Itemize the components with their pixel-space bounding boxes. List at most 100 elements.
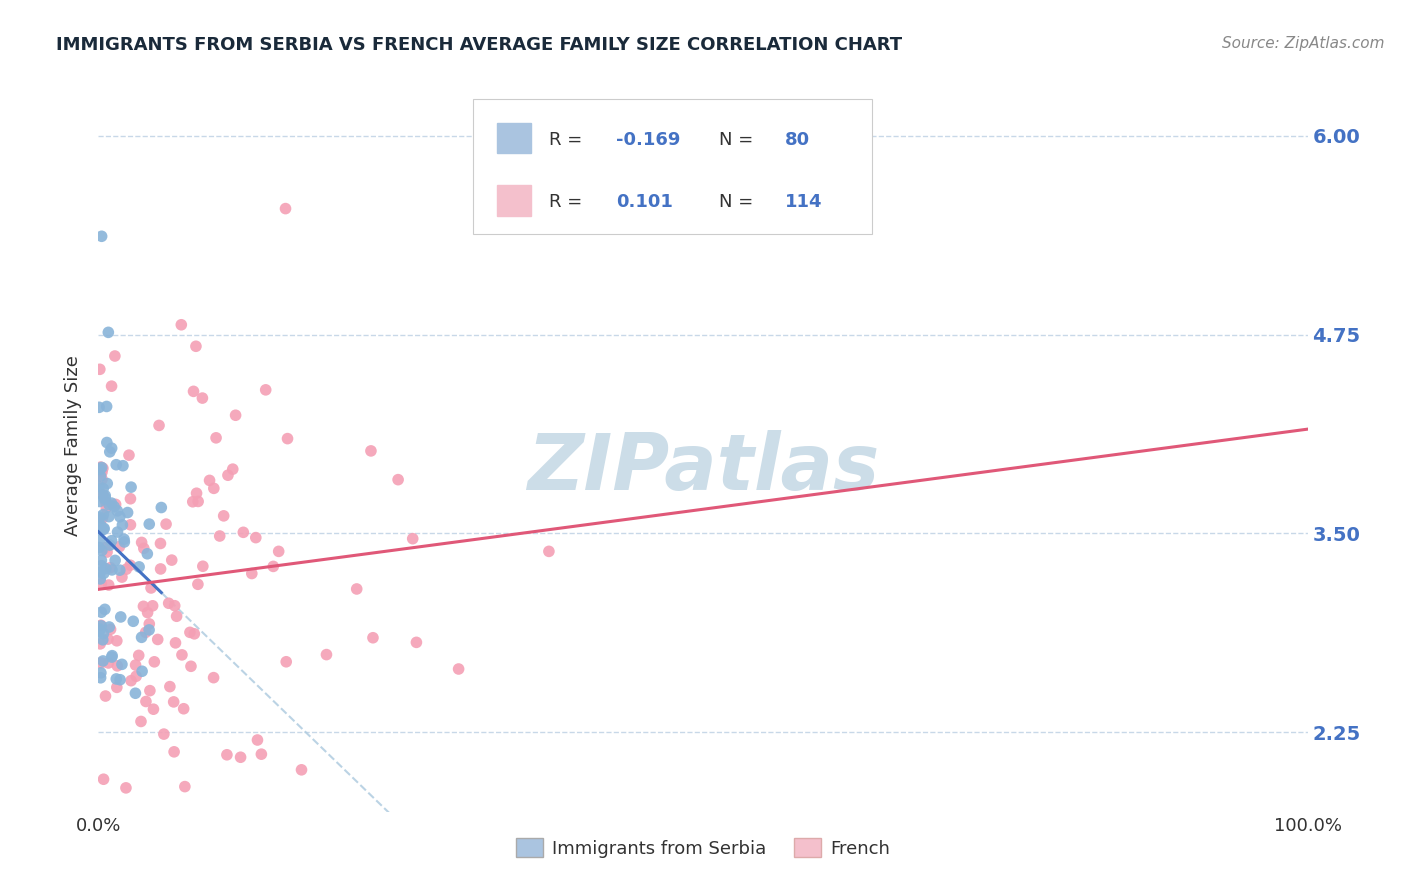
Point: [89, 541, 111, 555]
Text: IMMIGRANTS FROM SERBIA VS FRENCH AVERAGE FAMILY SIZE CORRELATION CHART: IMMIGRANTS FROM SERBIA VS FRENCH AVERAGE…: [56, 36, 903, 54]
Point: [110, 610, 132, 624]
Point: [163, 599, 186, 613]
Point: [94, 489, 117, 503]
Point: [120, 517, 142, 532]
Point: [96, 400, 118, 414]
Point: [100, 379, 122, 393]
Point: [98, 498, 121, 512]
Point: [93, 521, 115, 535]
Point: [142, 702, 165, 716]
Point: [146, 632, 169, 647]
Point: [94, 495, 117, 509]
Point: [90, 543, 112, 558]
Point: [89, 565, 111, 579]
Text: N =: N =: [718, 131, 754, 149]
Point: [94, 561, 117, 575]
Point: [89, 637, 111, 651]
Point: [122, 615, 145, 629]
Point: [111, 657, 134, 672]
Point: [96, 500, 118, 515]
Point: [104, 497, 127, 511]
Point: [98, 560, 121, 574]
Point: [90, 518, 112, 533]
Point: [90, 576, 112, 591]
Point: [111, 570, 134, 584]
Point: [290, 763, 312, 777]
Point: [149, 536, 172, 550]
Point: [90, 656, 112, 670]
Point: [90, 665, 112, 680]
Point: [87, 482, 110, 496]
Point: [229, 750, 252, 764]
Point: [101, 648, 124, 663]
Point: [120, 673, 142, 688]
Point: [90, 460, 112, 475]
Bar: [498, 123, 531, 153]
Point: [135, 625, 157, 640]
Point: [143, 655, 166, 669]
Point: [184, 339, 207, 353]
Point: [346, 582, 368, 596]
Point: [276, 655, 298, 669]
Point: [98, 538, 121, 552]
Point: [91, 632, 114, 647]
Point: [91, 488, 114, 502]
Point: [128, 648, 150, 663]
Point: [115, 780, 138, 795]
Bar: [498, 185, 531, 216]
Point: [157, 596, 180, 610]
Point: [153, 727, 176, 741]
Point: [205, 431, 228, 445]
Point: [262, 559, 284, 574]
Point: [170, 318, 193, 332]
Point: [250, 747, 273, 761]
Point: [132, 599, 155, 614]
Point: [274, 202, 297, 216]
Point: [208, 529, 231, 543]
Point: [360, 443, 382, 458]
Point: [222, 462, 245, 476]
Point: [91, 461, 114, 475]
Point: [94, 491, 117, 505]
Point: [97, 326, 120, 340]
Point: [187, 577, 209, 591]
Text: ZIPatlas: ZIPatlas: [527, 430, 879, 506]
Point: [186, 486, 208, 500]
Point: [91, 482, 114, 496]
Point: [100, 623, 122, 637]
Point: [163, 695, 186, 709]
Point: [131, 665, 153, 679]
Point: [170, 648, 193, 662]
Point: [105, 658, 128, 673]
Text: 114: 114: [785, 194, 823, 211]
Point: [96, 545, 118, 559]
Point: [136, 606, 159, 620]
Point: [132, 541, 155, 556]
Point: [107, 524, 129, 539]
Point: [91, 511, 114, 525]
Point: [111, 517, 134, 532]
Point: [181, 495, 204, 509]
Point: [94, 541, 117, 555]
Point: [131, 630, 153, 644]
Point: [90, 229, 112, 244]
Point: [124, 686, 146, 700]
Point: [91, 654, 114, 668]
Point: [173, 702, 195, 716]
Point: [90, 523, 112, 537]
Text: R =: R =: [550, 131, 582, 149]
Point: [131, 535, 153, 549]
Point: [89, 624, 111, 639]
Point: [163, 745, 186, 759]
Point: [315, 648, 337, 662]
Point: [108, 509, 131, 524]
Point: [97, 656, 120, 670]
Point: [212, 508, 235, 523]
Point: [135, 694, 157, 708]
Y-axis label: Average Family Size: Average Family Size: [65, 356, 83, 536]
Point: [138, 623, 160, 637]
Point: [100, 441, 122, 455]
Point: [402, 532, 425, 546]
Point: [387, 473, 409, 487]
Legend: Immigrants from Serbia, French: Immigrants from Serbia, French: [509, 831, 897, 865]
